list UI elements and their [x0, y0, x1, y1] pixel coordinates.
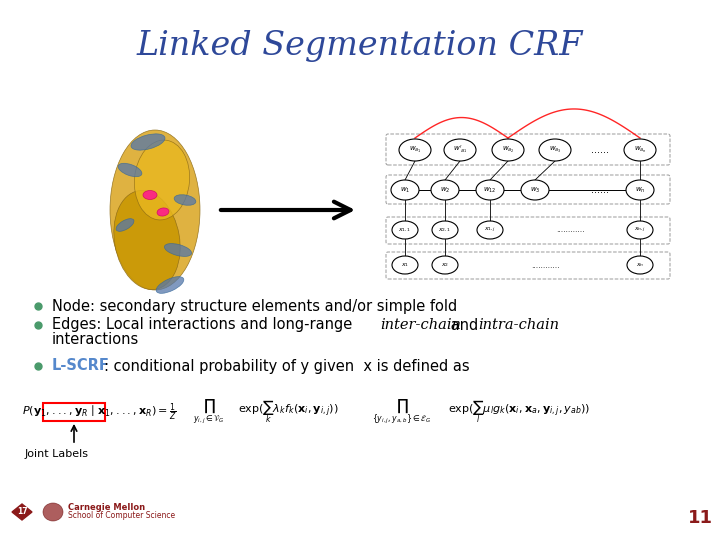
Ellipse shape: [476, 180, 504, 200]
Text: $x_1$: $x_1$: [401, 261, 409, 269]
Ellipse shape: [432, 256, 458, 274]
Text: ......: ......: [591, 145, 609, 155]
Ellipse shape: [43, 503, 63, 521]
Ellipse shape: [539, 139, 571, 161]
Text: $\exp(\sum_k \lambda_k f_k(\mathbf{x}_i, \mathbf{y}_{i,j}))$: $\exp(\sum_k \lambda_k f_k(\mathbf{x}_i,…: [238, 399, 338, 426]
Text: School of Computer Science: School of Computer Science: [68, 511, 175, 521]
Text: $\exp(\sum_l \mu_l g_k(\mathbf{x}_i, \mathbf{x}_a, \mathbf{y}_{i,j}, y_{ab}))$: $\exp(\sum_l \mu_l g_k(\mathbf{x}_i, \ma…: [448, 399, 590, 426]
Text: $x_n$: $x_n$: [636, 261, 644, 269]
Text: ............: ............: [531, 260, 559, 269]
Text: Node: secondary structure elements and/or simple fold: Node: secondary structure elements and/o…: [52, 299, 457, 314]
Text: $x_{n,j}$: $x_{n,j}$: [634, 225, 646, 234]
Text: ......: ......: [591, 185, 609, 195]
Ellipse shape: [444, 139, 476, 161]
Text: $w_{a_2}$: $w_{a_2}$: [502, 145, 514, 155]
Text: $x_{1,j}$: $x_{1,j}$: [484, 225, 496, 234]
Text: and: and: [446, 318, 483, 333]
Text: $w_{12}$: $w_{12}$: [483, 185, 497, 194]
Text: interactions: interactions: [52, 332, 139, 347]
Ellipse shape: [110, 130, 200, 290]
Text: $w_{a_3}$: $w_{a_3}$: [549, 145, 562, 155]
Text: $w_1$: $w_1$: [400, 185, 410, 194]
Ellipse shape: [114, 191, 180, 289]
Ellipse shape: [431, 180, 459, 200]
Text: 17: 17: [17, 508, 27, 516]
Polygon shape: [12, 504, 32, 520]
Ellipse shape: [392, 256, 418, 274]
Ellipse shape: [118, 163, 142, 177]
Ellipse shape: [399, 139, 431, 161]
Ellipse shape: [135, 140, 189, 220]
Text: intra-chain: intra-chain: [478, 318, 559, 332]
Ellipse shape: [627, 256, 653, 274]
Ellipse shape: [143, 191, 157, 199]
Text: $w_2$: $w_2$: [440, 185, 450, 194]
Ellipse shape: [116, 219, 134, 231]
Text: ............: ............: [556, 226, 584, 234]
Ellipse shape: [627, 221, 653, 239]
Text: $x_{1,1}$: $x_{1,1}$: [398, 226, 412, 234]
Ellipse shape: [174, 195, 196, 205]
Ellipse shape: [626, 180, 654, 200]
Text: $\prod_{\{y_{i,j}, y_{a,b}\} \in \mathcal{E}_G}$: $\prod_{\{y_{i,j}, y_{a,b}\} \in \mathca…: [372, 397, 431, 427]
Ellipse shape: [492, 139, 524, 161]
Ellipse shape: [521, 180, 549, 200]
Text: inter-chain: inter-chain: [380, 318, 461, 332]
Text: 11: 11: [688, 509, 713, 527]
Text: $w_n$: $w_n$: [635, 185, 645, 194]
Ellipse shape: [391, 180, 419, 200]
Ellipse shape: [432, 221, 458, 239]
Ellipse shape: [392, 221, 418, 239]
Text: L-SCRF: L-SCRF: [52, 359, 110, 374]
Text: Linked Segmentation CRF: Linked Segmentation CRF: [137, 30, 583, 62]
Text: $w'_{a_1}$: $w'_{a_1}$: [453, 144, 467, 156]
Ellipse shape: [624, 139, 656, 161]
Text: $P(\mathbf{y}_1,...,\mathbf{y}_R \mid \mathbf{x}_1,...,\mathbf{x}_R) = \frac{1}{: $P(\mathbf{y}_1,...,\mathbf{y}_R \mid \m…: [22, 401, 176, 423]
Text: $w_3$: $w_3$: [530, 185, 540, 194]
Text: $w_{a_1}$: $w_{a_1}$: [409, 145, 421, 155]
Ellipse shape: [156, 276, 184, 293]
Ellipse shape: [157, 208, 169, 216]
Text: Joint Labels: Joint Labels: [25, 449, 89, 459]
Text: $x_2$: $x_2$: [441, 261, 449, 269]
Ellipse shape: [164, 244, 192, 256]
Text: : conditional probability of y given  x is defined as: : conditional probability of y given x i…: [104, 359, 469, 374]
Text: Edges: Local interactions and long-range: Edges: Local interactions and long-range: [52, 318, 357, 333]
Ellipse shape: [131, 134, 165, 150]
Text: $x_{2,1}$: $x_{2,1}$: [438, 226, 451, 234]
Text: $\prod_{y_{i,j} \in \mathcal{V}_G}$: $\prod_{y_{i,j} \in \mathcal{V}_G}$: [193, 397, 225, 427]
Text: Carnegie Mellon: Carnegie Mellon: [68, 503, 145, 512]
Ellipse shape: [477, 221, 503, 239]
Text: $w_{a_n}$: $w_{a_n}$: [634, 145, 647, 155]
